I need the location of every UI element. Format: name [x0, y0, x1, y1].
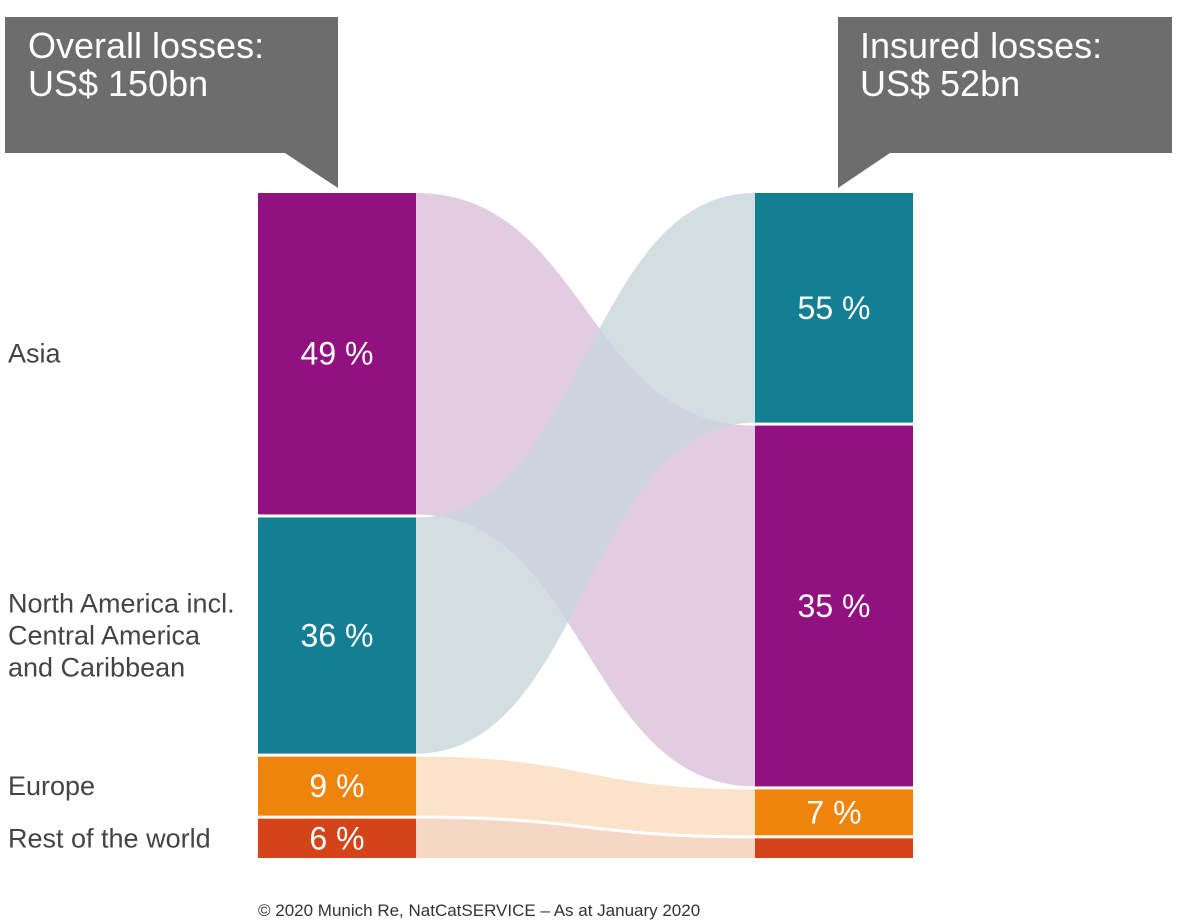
insured-bar-asia [755, 425, 913, 787]
insured-bar-rest [755, 838, 913, 858]
insured-bar-north-america [755, 193, 913, 423]
flows [416, 193, 755, 858]
flow-north-america [416, 193, 755, 754]
region-labels: Asia North America incl.Central Americaan… [8, 339, 235, 854]
overall-pct-asia: 49 % [301, 336, 374, 372]
overall-pct-north-america: 36 % [301, 618, 374, 654]
overall-losses-value: US$ 150bn [28, 63, 208, 104]
region-label-asia: Asia [8, 339, 62, 369]
region-label-rest: Rest of the world [8, 823, 211, 853]
insured-pct-north-america: 55 % [798, 290, 871, 326]
insured-pct-asia: 35 % [798, 588, 871, 624]
overall-pct-europe: 9 % [309, 768, 364, 804]
insured-bar-europe [755, 789, 913, 836]
overall-pct-rest: 6 % [309, 820, 364, 856]
region-label-north-america: Central America [8, 621, 201, 651]
overall-losses-callout [5, 17, 338, 188]
insured-losses-value: US$ 52bn [860, 63, 1020, 104]
overall-losses-title: Overall losses: [28, 25, 264, 66]
overall-bar-north-america [258, 517, 416, 754]
region-label-north-america: North America incl. [8, 589, 235, 619]
region-label-north-america: and Caribbean [8, 653, 185, 683]
insured-losses-title: Insured losses: [860, 25, 1102, 66]
insured-pct-europe: 7 % [806, 794, 861, 830]
bars: 49 % 36 % 9 % 6 % 55 % 35 % 7 % [258, 193, 913, 858]
source-note: © 2020 Munich Re, NatCatSERVICE – As at … [258, 901, 700, 920]
region-label-europe: Europe [8, 771, 95, 801]
overall-bar-europe [258, 756, 416, 816]
overall-bar-rest [258, 818, 416, 858]
flow-europe [416, 756, 755, 836]
insured-losses-callout [838, 17, 1172, 188]
overall-bar-asia [258, 193, 416, 515]
flow-rest [416, 818, 755, 858]
